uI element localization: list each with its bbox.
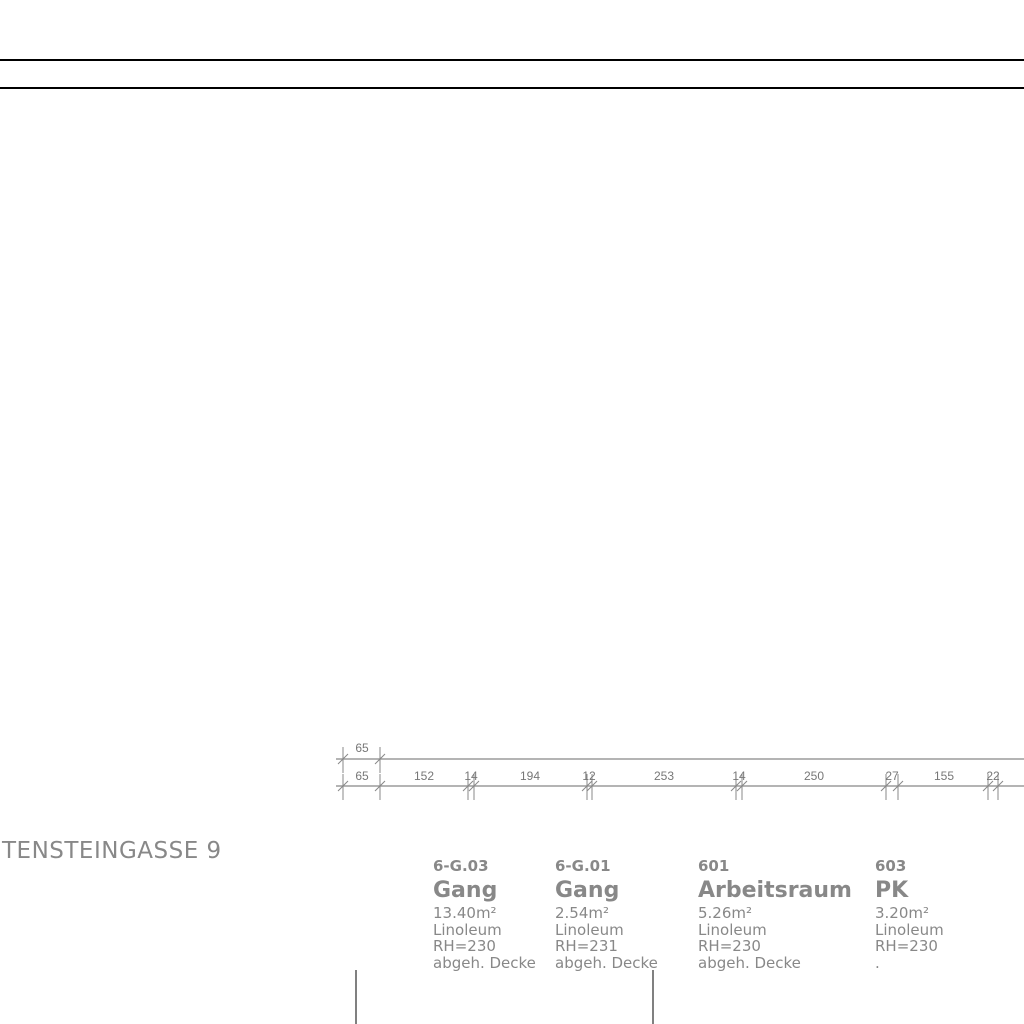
room-area: 2.54m² (555, 904, 609, 922)
room-id: 603 (875, 857, 906, 875)
room-floor: Linoleum (555, 921, 624, 939)
street-label: TENSTEINGASSE 9 (1, 838, 222, 864)
room-ceiling: abgeh. Decke (433, 954, 536, 972)
dimension-value: 194 (520, 769, 540, 783)
room-height: RH=231 (555, 937, 618, 955)
dimension-tick (581, 780, 593, 792)
dimension-chains: 65 65 152 14 194 12 253 14 250 27 155 22 (336, 741, 1024, 800)
dimension-value: 22 (986, 769, 1000, 783)
dimension-tick (892, 780, 904, 792)
room-floor: Linoleum (698, 921, 767, 939)
room-name: PK (875, 878, 909, 903)
dimension-tick (992, 780, 1004, 792)
room-ceiling: . (875, 954, 880, 972)
dimension-tick (468, 780, 480, 792)
dimension-tick (462, 780, 474, 792)
room-name: Arbeitsraum (698, 878, 852, 903)
dimension-tick (730, 780, 742, 792)
dimension-value: 250 (804, 769, 824, 783)
room-height: RH=230 (875, 937, 938, 955)
room-ceiling: abgeh. Decke (555, 954, 658, 972)
dimension-tick (337, 780, 349, 792)
room-area: 13.40m² (433, 904, 497, 922)
room-id: 6-G.01 (555, 857, 611, 875)
dimension-tick (982, 780, 994, 792)
dimension-value: 12 (582, 769, 596, 783)
room-name: Gang (433, 878, 497, 903)
dimension-tick (880, 780, 892, 792)
dimension-tick (374, 753, 386, 765)
dimension-tick (337, 753, 349, 765)
room-floor: Linoleum (433, 921, 502, 939)
room-floor: Linoleum (875, 921, 944, 939)
dimension-tick (374, 780, 386, 792)
dimension-value: 27 (885, 769, 899, 783)
dimension-value: 14 (464, 769, 478, 783)
room-ceiling: abgeh. Decke (698, 954, 801, 972)
dimension-value: 155 (934, 769, 954, 783)
room-height: RH=230 (698, 937, 761, 955)
room-height: RH=230 (433, 937, 496, 955)
dimension-value: 65 (355, 769, 369, 783)
room-area: 3.20m² (875, 904, 929, 922)
room-name: Gang (555, 878, 619, 903)
room-id: 601 (698, 857, 729, 875)
dimension-value: 253 (654, 769, 674, 783)
room-id: 6-G.03 (433, 857, 489, 875)
dimension-tick (586, 780, 598, 792)
dimension-value: 65 (355, 741, 369, 755)
room-label: 601 Arbeitsraum5.26m²LinoleumRH=230abgeh.… (698, 857, 852, 972)
room-area: 5.26m² (698, 904, 752, 922)
dimension-value: 152 (414, 769, 434, 783)
dimension-tick (736, 780, 748, 792)
dimension-value: 14 (732, 769, 746, 783)
